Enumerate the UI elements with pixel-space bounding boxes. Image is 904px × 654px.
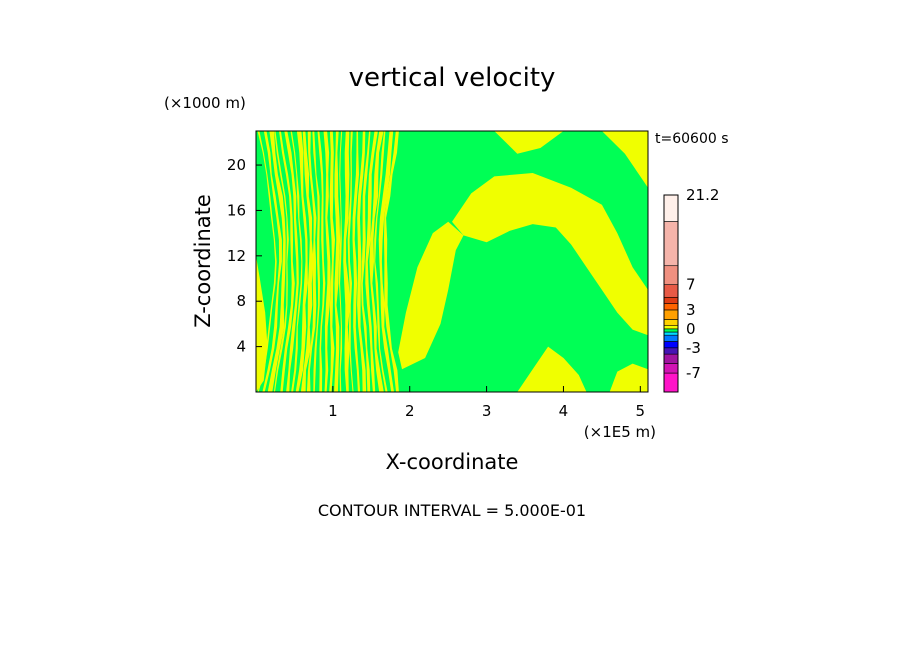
field-band-11	[317, 131, 326, 392]
time-label: t=60600 s	[655, 131, 729, 147]
colorbar-band-6	[663, 331, 679, 336]
y-unit-label: (×1000 m)	[164, 94, 246, 112]
colorbar-band-9	[663, 319, 679, 327]
y-tick-label-1: 8	[236, 292, 246, 310]
contour-interval-note: CONTOUR INTERVAL = 5.000E-01	[318, 501, 586, 520]
colorbar-band-0	[663, 372, 679, 393]
y-tick-label-2: 12	[227, 247, 246, 265]
field-band-3	[273, 131, 289, 392]
colorbar-label-0: 21.2	[686, 186, 719, 204]
colorbar-band-4	[663, 341, 679, 349]
x-axis-ticks: 1 2 3 4 5	[328, 386, 645, 420]
field-region-center	[452, 173, 648, 336]
field-band-25	[384, 131, 399, 392]
field-region-mid	[398, 221, 464, 370]
colorbar-label-3: 0	[686, 320, 696, 338]
field-region-bottomright	[609, 363, 648, 392]
field-region-topright	[601, 131, 648, 188]
field-band-9	[306, 131, 317, 392]
field-band-1	[262, 131, 282, 392]
colorbar-band-13	[663, 284, 679, 298]
y-tick-label-3: 16	[227, 201, 246, 219]
x-tick-label-1: 2	[405, 402, 415, 420]
colorbar-band-14	[663, 265, 679, 285]
colorbar-band-3	[663, 347, 679, 355]
colorbar-band-15	[663, 221, 679, 267]
x-tick-label-4: 5	[636, 402, 646, 420]
colorbar-label-2: 3	[686, 301, 696, 319]
colorbar	[663, 194, 679, 393]
y-axis-label: Z-coordinate	[191, 194, 215, 328]
y-tick-label-4: 20	[227, 156, 246, 174]
field-band-14	[334, 131, 341, 392]
x-unit-label: (×1E5 m)	[584, 423, 656, 441]
field-band-20	[361, 131, 371, 392]
field-band-13	[329, 131, 335, 392]
colorbar-band-12	[663, 296, 679, 304]
field-stripes	[256, 131, 648, 392]
y-axis-ticks: 4 8 12 16 20	[227, 156, 262, 356]
y-tick-label-0: 4	[236, 338, 246, 356]
colorbar-frame	[663, 194, 679, 393]
colorbar-band-7	[663, 328, 679, 333]
field-band-24	[378, 131, 394, 392]
field-band-18	[352, 131, 361, 392]
chart-title: vertical velocity	[349, 63, 556, 93]
field-band-12	[323, 131, 331, 392]
colorbar-band-8	[663, 325, 679, 330]
field-band-5	[284, 131, 299, 392]
field-band-8	[300, 131, 314, 392]
x-axis-label: X-coordinate	[386, 450, 519, 474]
colorbar-band-2	[663, 353, 679, 364]
field-band-7	[295, 131, 308, 392]
x-tick-label-2: 3	[482, 402, 492, 420]
field-band-17	[347, 131, 354, 392]
field-region-top	[494, 131, 564, 154]
colorbar-band-1	[663, 363, 679, 374]
colorbar-band-11	[663, 303, 679, 311]
field-band-19	[357, 131, 367, 392]
field-band-15	[339, 131, 343, 392]
field-band-16	[343, 131, 351, 392]
velocity-field	[256, 131, 648, 392]
colorbar-label-5: -7	[686, 364, 701, 382]
field-band-23	[374, 131, 388, 392]
x-tick-label-3: 4	[559, 402, 569, 420]
field-band-4	[279, 131, 295, 392]
x-tick-label-0: 1	[328, 402, 338, 420]
field-band-22	[369, 131, 384, 392]
field-band-2	[267, 131, 286, 392]
field-region-leftedge	[256, 255, 268, 392]
field-band-6	[290, 131, 303, 392]
field-band-10	[312, 131, 320, 392]
field-region-bottom	[517, 346, 587, 392]
colorbar-band-10	[663, 309, 679, 320]
colorbar-band-16	[663, 194, 679, 222]
colorbar-band-5	[663, 334, 679, 342]
colorbar-label-4: -3	[686, 339, 701, 357]
colorbar-label-1: 7	[686, 276, 696, 294]
colorbar-labels: 21.2 7 30-3 -7	[686, 186, 719, 382]
plot-frame	[255, 130, 649, 393]
field-band-21	[365, 131, 378, 392]
